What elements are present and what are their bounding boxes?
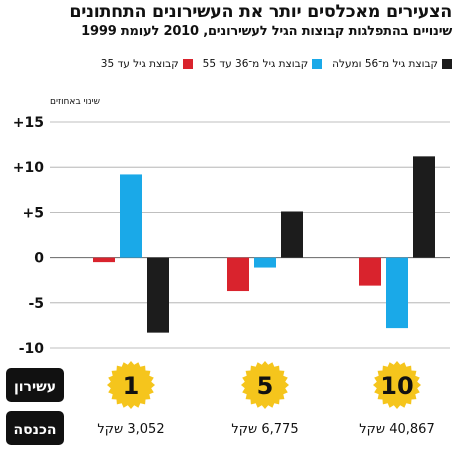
category-axis-label: עשירון [14, 379, 56, 395]
income-label-box [6, 411, 64, 445]
decile-label: 5 [257, 372, 274, 400]
legend-item-age-56-plus: קבוצת גיל מ־56 ומעלה [332, 58, 452, 70]
decile-badge [107, 361, 155, 409]
legend-label-age-36-55: קבוצת גיל מ־36 עד 55 [202, 58, 309, 70]
legend: קבוצת גיל מ־56 ומעלה קבוצת גיל מ־36 עד 5… [101, 58, 452, 70]
decile-label: 1 [123, 372, 140, 400]
bar [386, 257, 408, 329]
legend-item-age-36-55: קבוצת גיל מ־36 עד 55 [202, 58, 323, 70]
chart-subtitle: שינויים בהתפלגות קבוצות הגיל לעשירונים, … [81, 24, 452, 39]
y-tick-label: -5 [28, 296, 44, 312]
decile-badge [373, 361, 421, 409]
income-label: הכנסה [13, 422, 56, 438]
legend-swatch-age-36-55 [312, 59, 323, 69]
legend-label-age-56-plus: קבוצת גיל מ־56 ומעלה [332, 58, 438, 70]
legend-item-age-up-to-35: קבוצת גיל עד 35 [101, 58, 193, 70]
y-tick-label: -10 [19, 341, 45, 357]
y-axis-label: שינוי באחוזים [50, 97, 100, 107]
bar [281, 211, 303, 258]
y-tick-label: +5 [23, 205, 44, 221]
category-axis-label-box [6, 368, 64, 402]
legend-label-age-up-to-35: קבוצת גיל עד 35 [100, 58, 179, 70]
bar [93, 257, 115, 263]
legend-swatch-age-up-to-35 [182, 59, 193, 69]
bar [359, 257, 381, 286]
bar [120, 174, 142, 258]
y-tick-label: +15 [13, 115, 44, 131]
chart-title: הצעירים מאכלסים יותר את העשירונים התחתונ… [69, 2, 452, 22]
bar [147, 257, 169, 333]
bar [413, 156, 435, 258]
decile-label: 10 [380, 372, 413, 400]
income-value: 3,052 שקל [97, 422, 164, 437]
y-tick-label: +10 [13, 160, 44, 176]
decile-badge [241, 361, 289, 409]
income-value: 40,867 שקל [359, 422, 434, 437]
legend-swatch-age-56-plus [442, 59, 452, 69]
income-value: 6,775 שקל [231, 422, 298, 437]
bar [227, 257, 249, 292]
bar [254, 257, 276, 268]
y-tick-label: 0 [34, 251, 44, 267]
